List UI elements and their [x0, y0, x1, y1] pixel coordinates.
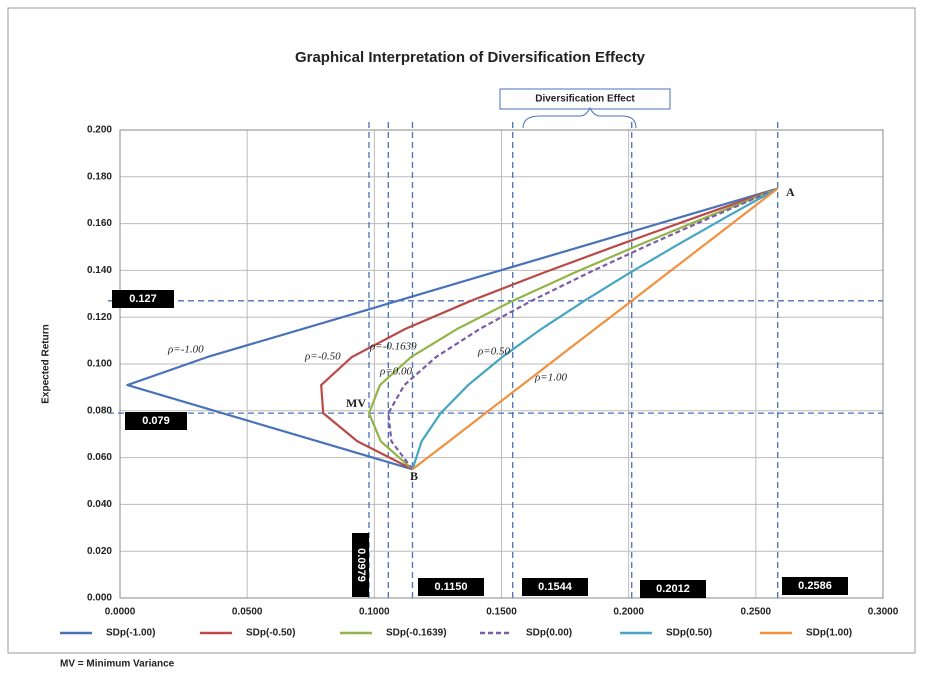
plot-border [119, 129, 884, 599]
bracket [522, 106, 637, 129]
annotation: A [786, 185, 795, 199]
y-tick-label: 0.000 [87, 593, 112, 604]
legend-label: SDp(-1.00) [106, 628, 155, 639]
x-tick-label: 0.2500 [741, 607, 772, 618]
reference-label: 0.2012 [656, 583, 690, 595]
reference-label-box [782, 577, 848, 595]
reference-label-box [418, 578, 484, 596]
reference-label-box [125, 412, 187, 430]
annotation: ρ=-1.00 [167, 344, 204, 356]
annotation: MV [346, 396, 366, 410]
series-line [411, 187, 779, 471]
reference-label: 0.1150 [434, 581, 467, 593]
annotation: ρ=-0.50 [304, 351, 341, 363]
chart-frame [7, 7, 916, 654]
legend-label: SDp(-0.50) [246, 628, 295, 639]
series-line [387, 187, 779, 470]
x-tick-label: 0.0000 [105, 607, 136, 618]
annotation: ρ=0.00 [379, 366, 412, 378]
reference-label-box [640, 580, 706, 598]
bracket-box [499, 88, 671, 110]
legend-label: SDp(-0.1639) [386, 628, 447, 639]
x-tick-label: 0.3000 [868, 607, 899, 618]
y-tick-label: 0.020 [87, 546, 112, 557]
y-tick-label: 0.180 [87, 171, 112, 182]
reference-label-box [352, 533, 369, 597]
reference-label-box [522, 578, 588, 596]
series-line [367, 187, 779, 471]
y-tick-label: 0.060 [87, 452, 112, 463]
series-line [320, 187, 779, 471]
series-line [411, 187, 779, 470]
legend-label: SDp(1.00) [806, 628, 852, 639]
reference-label: 0.127 [129, 293, 157, 305]
x-tick-label: 0.1000 [359, 607, 390, 618]
y-tick-label: 0.120 [87, 312, 112, 323]
reference-label: 0.1544 [538, 581, 573, 593]
y-tick-label: 0.100 [87, 359, 112, 370]
annotation: ρ=-0.1639 [369, 341, 417, 353]
legend-label: SDp(0.50) [666, 628, 712, 639]
reference-label: 0.079 [142, 415, 170, 427]
x-tick-label: 0.1500 [486, 607, 517, 618]
footnote: MV = Minimum Variance [60, 659, 175, 670]
legend-label: SDp(0.00) [526, 628, 572, 639]
annotation: ρ=0.50 [477, 346, 510, 358]
y-tick-label: 0.080 [87, 405, 112, 416]
x-tick-label: 0.2000 [613, 607, 644, 618]
annotation: ρ=1.00 [534, 372, 567, 384]
y-tick-label: 0.200 [87, 125, 112, 136]
series-line [126, 187, 779, 471]
reference-label: 0.0979 [355, 548, 367, 582]
reference-label-box [112, 290, 174, 308]
y-axis-label: Expected Return [41, 324, 52, 403]
bracket-label: Diversification Effect [535, 94, 635, 105]
annotation: B [410, 469, 418, 483]
y-tick-label: 0.140 [87, 265, 112, 276]
chart-title: Graphical Interpretation of Diversificat… [295, 49, 646, 66]
y-tick-label: 0.160 [87, 218, 112, 229]
reference-label: 0.2586 [798, 580, 832, 592]
y-tick-label: 0.040 [87, 499, 112, 510]
x-tick-label: 0.0500 [232, 607, 263, 618]
